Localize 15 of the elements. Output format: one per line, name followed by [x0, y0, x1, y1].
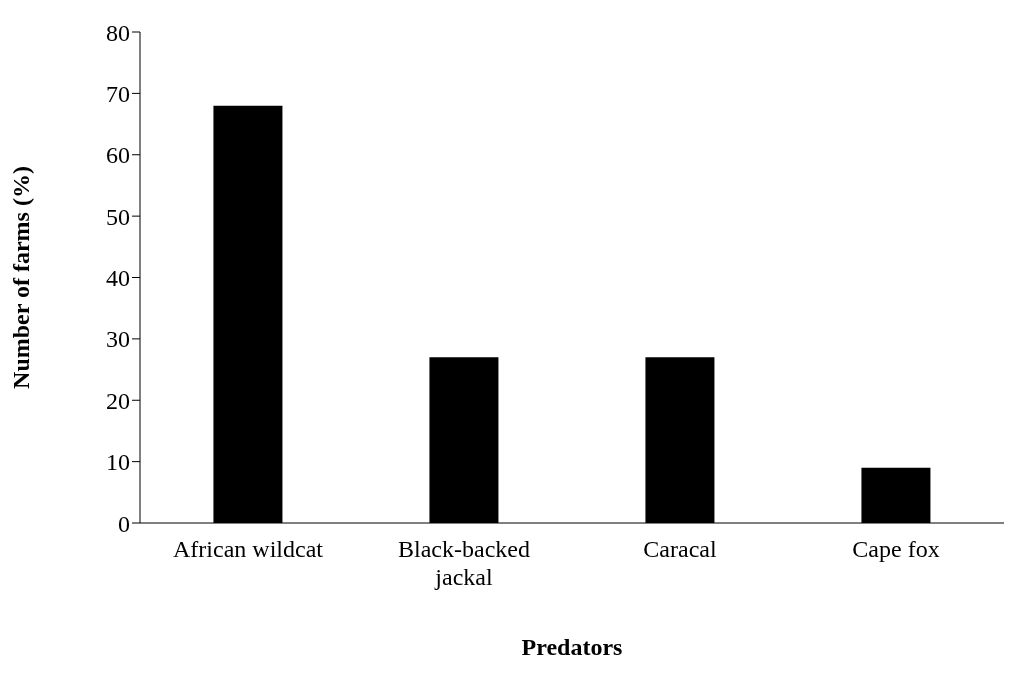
y-tick-label: 40: [106, 265, 130, 292]
x-axis-title: Predators: [521, 634, 623, 660]
y-tick-label: 0: [118, 510, 130, 537]
y-tick-label: 50: [106, 203, 130, 230]
y-axis-title: Number of farms (%): [7, 166, 34, 389]
y-tick-label: 60: [106, 142, 130, 169]
y-tick-label: 30: [106, 326, 130, 353]
x-tick-label: Black-backed jackal: [398, 536, 530, 590]
x-tick-label: Caracal: [643, 536, 717, 562]
y-tick-label: 10: [106, 449, 130, 476]
y-tick-label: 80: [106, 19, 130, 46]
x-tick-label: African wildcat: [173, 536, 324, 562]
y-tick-label: 20: [106, 387, 130, 414]
y-tick-label: 70: [106, 80, 130, 107]
x-tick-label: Cape fox: [852, 536, 940, 562]
